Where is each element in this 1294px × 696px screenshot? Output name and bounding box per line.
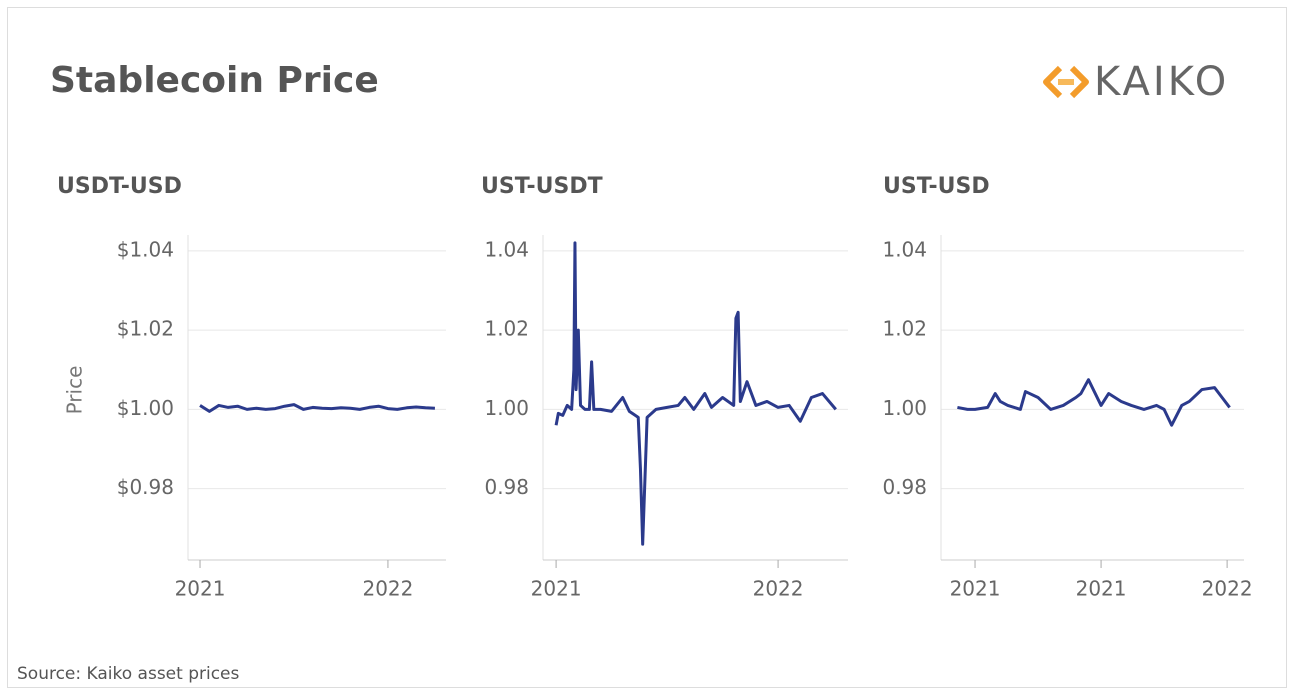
panel-title: UST-USDT [481, 174, 603, 199]
x-tick-label: 2022 [362, 577, 413, 601]
source-note: Source: Kaiko asset prices [17, 664, 240, 684]
y-axis-label: Price [63, 366, 87, 415]
page-title: Stablecoin Price [50, 60, 379, 101]
x-tick-label: 2022 [1202, 577, 1253, 601]
x-tick-label: 2021 [950, 577, 1001, 601]
y-tick-label: 1.04 [882, 237, 927, 261]
y-tick-label: $0.98 [117, 475, 174, 499]
y-tick-label: 0.98 [882, 475, 927, 499]
price-line [957, 378, 1231, 427]
panel-title: UST-USD [883, 174, 990, 199]
x-tick-label: 2021 [1076, 577, 1127, 601]
y-tick-label: 1.04 [484, 237, 529, 261]
x-tick-label: 2022 [753, 577, 804, 601]
y-tick-label: 1.02 [882, 317, 927, 341]
y-tick-label: 1.00 [484, 396, 529, 420]
y-tick-label: 1.02 [484, 317, 529, 341]
y-tick-label: $1.02 [117, 317, 174, 341]
panel-title: USDT-USD [57, 174, 182, 199]
y-tick-label: $1.04 [117, 237, 174, 261]
logo-icon [1043, 65, 1089, 99]
price-line [554, 241, 837, 546]
frame [7, 7, 1287, 688]
logo-text: KAIKO [1094, 59, 1229, 105]
x-tick-label: 2021 [531, 577, 582, 601]
y-tick-label: 0.98 [484, 475, 529, 499]
y-tick-label: 1.00 [882, 396, 927, 420]
x-tick-label: 2021 [175, 577, 226, 601]
price-line [199, 403, 435, 413]
y-tick-label: $1.00 [117, 396, 174, 420]
